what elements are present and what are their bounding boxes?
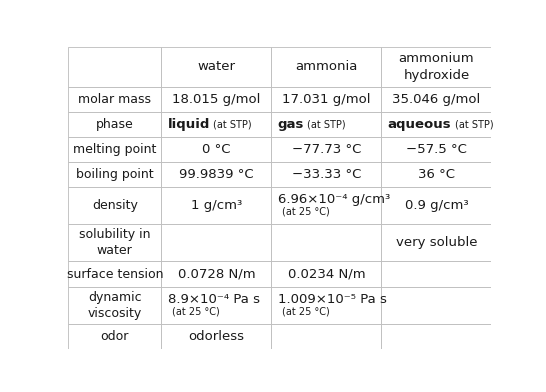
Text: water: water bbox=[197, 60, 235, 73]
Bar bbox=[381, 187, 491, 224]
Bar bbox=[68, 324, 162, 349]
Text: 0.0728 N/m: 0.0728 N/m bbox=[177, 267, 255, 281]
Bar bbox=[381, 47, 491, 87]
Bar bbox=[271, 162, 381, 187]
Text: (at STP): (at STP) bbox=[455, 119, 494, 129]
Bar bbox=[68, 87, 162, 112]
Bar bbox=[68, 47, 162, 87]
Bar bbox=[271, 261, 381, 287]
Bar bbox=[68, 287, 162, 324]
Text: 99.9839 °C: 99.9839 °C bbox=[179, 168, 254, 181]
Text: surface tension: surface tension bbox=[67, 267, 163, 281]
Text: −77.73 °C: −77.73 °C bbox=[292, 143, 361, 156]
Bar bbox=[381, 112, 491, 137]
Bar bbox=[271, 47, 381, 87]
Text: 35.046 g/mol: 35.046 g/mol bbox=[392, 93, 480, 106]
Bar bbox=[381, 87, 491, 112]
Bar bbox=[162, 87, 271, 112]
Bar bbox=[68, 162, 162, 187]
Text: aqueous: aqueous bbox=[388, 118, 452, 131]
Text: 0.9 g/cm³: 0.9 g/cm³ bbox=[405, 199, 468, 212]
Text: 8.9×10⁻⁴ Pa s: 8.9×10⁻⁴ Pa s bbox=[168, 293, 260, 306]
Bar bbox=[271, 287, 381, 324]
Text: boiling point: boiling point bbox=[76, 168, 153, 181]
Bar bbox=[68, 187, 162, 224]
Text: 36 °C: 36 °C bbox=[418, 168, 455, 181]
Text: −33.33 °C: −33.33 °C bbox=[292, 168, 361, 181]
Text: 17.031 g/mol: 17.031 g/mol bbox=[282, 93, 371, 106]
Bar bbox=[162, 287, 271, 324]
Text: odorless: odorless bbox=[188, 330, 245, 343]
Text: 1.009×10⁻⁵ Pa s: 1.009×10⁻⁵ Pa s bbox=[278, 293, 387, 306]
Bar bbox=[381, 324, 491, 349]
Text: (at STP): (at STP) bbox=[213, 119, 252, 129]
Text: phase: phase bbox=[96, 118, 134, 131]
Text: (at STP): (at STP) bbox=[307, 119, 346, 129]
Text: odor: odor bbox=[100, 330, 129, 343]
Text: (at 25 °C): (at 25 °C) bbox=[282, 207, 330, 217]
Text: gas: gas bbox=[278, 118, 304, 131]
Bar bbox=[381, 137, 491, 162]
Text: very soluble: very soluble bbox=[396, 236, 477, 249]
Bar bbox=[68, 261, 162, 287]
Bar bbox=[381, 261, 491, 287]
Bar bbox=[271, 112, 381, 137]
Text: density: density bbox=[92, 199, 138, 212]
Text: melting point: melting point bbox=[73, 143, 157, 156]
Text: 0 °C: 0 °C bbox=[202, 143, 230, 156]
Bar bbox=[68, 112, 162, 137]
Bar bbox=[162, 324, 271, 349]
Text: 18.015 g/mol: 18.015 g/mol bbox=[172, 93, 260, 106]
Text: (at 25 °C): (at 25 °C) bbox=[172, 306, 219, 316]
Text: 6.96×10⁻⁴ g/cm³: 6.96×10⁻⁴ g/cm³ bbox=[278, 193, 390, 206]
Bar bbox=[271, 187, 381, 224]
Bar bbox=[381, 224, 491, 261]
Bar bbox=[162, 261, 271, 287]
Text: solubility in
water: solubility in water bbox=[79, 229, 151, 258]
Bar bbox=[162, 162, 271, 187]
Text: ammonia: ammonia bbox=[295, 60, 358, 73]
Bar bbox=[68, 224, 162, 261]
Bar bbox=[271, 224, 381, 261]
Bar bbox=[271, 87, 381, 112]
Text: ammonium
hydroxide: ammonium hydroxide bbox=[399, 52, 474, 82]
Bar bbox=[162, 224, 271, 261]
Bar bbox=[162, 47, 271, 87]
Bar bbox=[162, 137, 271, 162]
Bar bbox=[162, 187, 271, 224]
Bar bbox=[68, 137, 162, 162]
Bar bbox=[271, 137, 381, 162]
Bar bbox=[381, 162, 491, 187]
Text: dynamic
viscosity: dynamic viscosity bbox=[88, 291, 142, 319]
Bar bbox=[162, 112, 271, 137]
Text: molar mass: molar mass bbox=[78, 93, 151, 106]
Bar bbox=[381, 287, 491, 324]
Text: (at 25 °C): (at 25 °C) bbox=[282, 306, 330, 316]
Text: liquid: liquid bbox=[168, 118, 210, 131]
Text: 1 g/cm³: 1 g/cm³ bbox=[191, 199, 242, 212]
Text: −57.5 °C: −57.5 °C bbox=[406, 143, 467, 156]
Bar bbox=[271, 324, 381, 349]
Text: 0.0234 N/m: 0.0234 N/m bbox=[288, 267, 365, 281]
